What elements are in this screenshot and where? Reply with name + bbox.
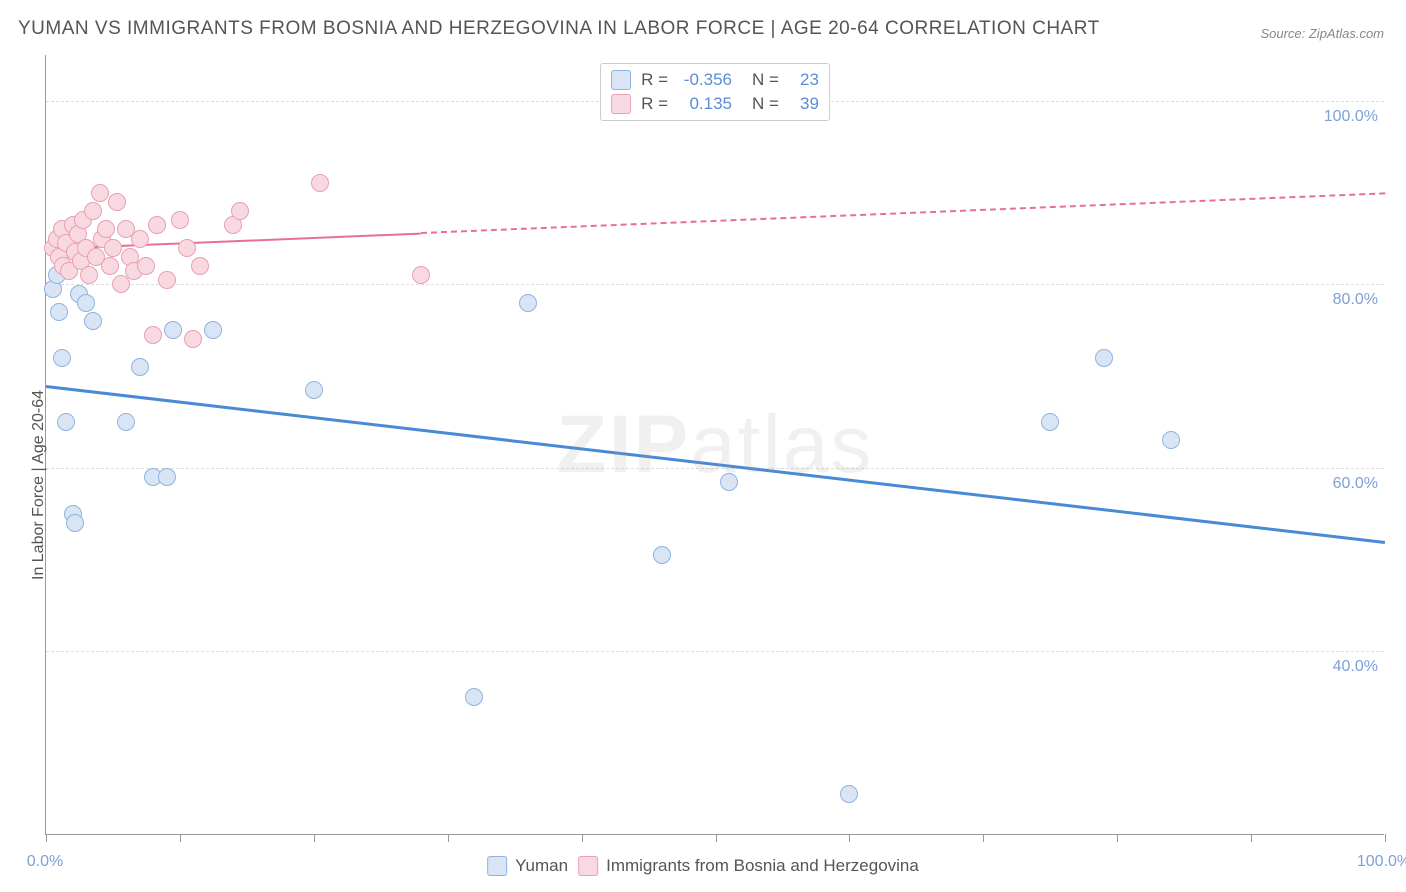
data-point — [840, 785, 858, 803]
data-point — [158, 271, 176, 289]
x-tick-mark — [983, 834, 984, 842]
legend-label: Immigrants from Bosnia and Herzegovina — [606, 856, 919, 876]
data-point — [231, 202, 249, 220]
legend-top: R = -0.356 N = 23 R = 0.135 N = 39 — [600, 63, 830, 121]
plot-area: 40.0%60.0%80.0%100.0% ZIPatlas R =-0.356… — [45, 55, 1384, 835]
y-tick-label: 100.0% — [1308, 108, 1378, 126]
data-point — [108, 193, 126, 211]
plot-inner: 40.0% 60.0% 80.0% 100.0% — [46, 55, 1384, 834]
legend-bottom: Yuman Immigrants from Bosnia and Herzegov… — [487, 856, 919, 876]
data-point — [104, 239, 122, 257]
x-tick-mark — [1117, 834, 1118, 842]
legend-swatch — [487, 856, 507, 876]
data-point — [191, 257, 209, 275]
data-point — [158, 468, 176, 486]
data-point — [112, 275, 130, 293]
y-tick-label: 80.0% — [1308, 291, 1378, 309]
data-point — [66, 514, 84, 532]
data-point — [1162, 431, 1180, 449]
legend-r-label: R = — [641, 70, 668, 90]
data-point — [131, 358, 149, 376]
trend-line-extrapolated — [421, 193, 1385, 235]
legend-swatch — [578, 856, 598, 876]
data-point — [720, 473, 738, 491]
gridline — [46, 284, 1384, 285]
x-tick-mark — [448, 834, 449, 842]
data-point — [131, 230, 149, 248]
data-point — [465, 688, 483, 706]
data-point — [653, 546, 671, 564]
data-point — [84, 312, 102, 330]
y-axis-label: In Labor Force | Age 20-64 — [30, 390, 48, 580]
data-point — [164, 321, 182, 339]
legend-stat-row: R = 0.135 N = 39 — [611, 92, 819, 116]
data-point — [184, 330, 202, 348]
x-tick-mark — [849, 834, 850, 842]
data-point — [53, 349, 71, 367]
data-point — [80, 266, 98, 284]
data-point — [412, 266, 430, 284]
gridline — [46, 651, 1384, 652]
source-credit: Source: ZipAtlas.com — [1260, 26, 1384, 41]
x-tick-label: 100.0% — [1357, 853, 1406, 871]
data-point — [117, 413, 135, 431]
data-point — [84, 202, 102, 220]
legend-item: Immigrants from Bosnia and Herzegovina — [578, 856, 919, 876]
data-point — [148, 216, 166, 234]
chart-title: YUMAN VS IMMIGRANTS FROM BOSNIA AND HERZ… — [18, 18, 1100, 40]
legend-swatch — [611, 94, 631, 114]
x-tick-mark — [180, 834, 181, 842]
data-point — [91, 184, 109, 202]
legend-r-value: -0.356 — [678, 70, 732, 90]
legend-n-label: N = — [752, 94, 779, 114]
legend-n-value: 39 — [789, 94, 819, 114]
data-point — [137, 257, 155, 275]
legend-item: Yuman — [487, 856, 568, 876]
x-tick-mark — [582, 834, 583, 842]
data-point — [178, 239, 196, 257]
data-point — [77, 294, 95, 312]
data-point — [519, 294, 537, 312]
legend-label: Yuman — [515, 856, 568, 876]
gridline — [46, 468, 1384, 469]
legend-n-label: N = — [752, 70, 779, 90]
data-point — [305, 381, 323, 399]
data-point — [171, 211, 189, 229]
trend-line — [46, 385, 1385, 543]
legend-r-label: R = — [641, 94, 668, 114]
y-tick-label: 60.0% — [1308, 475, 1378, 493]
x-tick-mark — [314, 834, 315, 842]
legend-swatch — [611, 70, 631, 90]
data-point — [97, 220, 115, 238]
x-tick-mark — [46, 834, 47, 842]
x-tick-label: 0.0% — [27, 853, 63, 871]
legend-r-value: 0.135 — [678, 94, 732, 114]
data-point — [101, 257, 119, 275]
legend-n-value: 23 — [789, 70, 819, 90]
data-point — [1041, 413, 1059, 431]
y-tick-label: 40.0% — [1308, 658, 1378, 676]
data-point — [57, 413, 75, 431]
x-tick-mark — [716, 834, 717, 842]
legend-stat-row: R = -0.356 N = 23 — [611, 68, 819, 92]
data-point — [50, 303, 68, 321]
x-tick-mark — [1251, 834, 1252, 842]
data-point — [144, 326, 162, 344]
data-point — [311, 174, 329, 192]
data-point — [204, 321, 222, 339]
x-tick-mark — [1385, 834, 1386, 842]
data-point — [1095, 349, 1113, 367]
